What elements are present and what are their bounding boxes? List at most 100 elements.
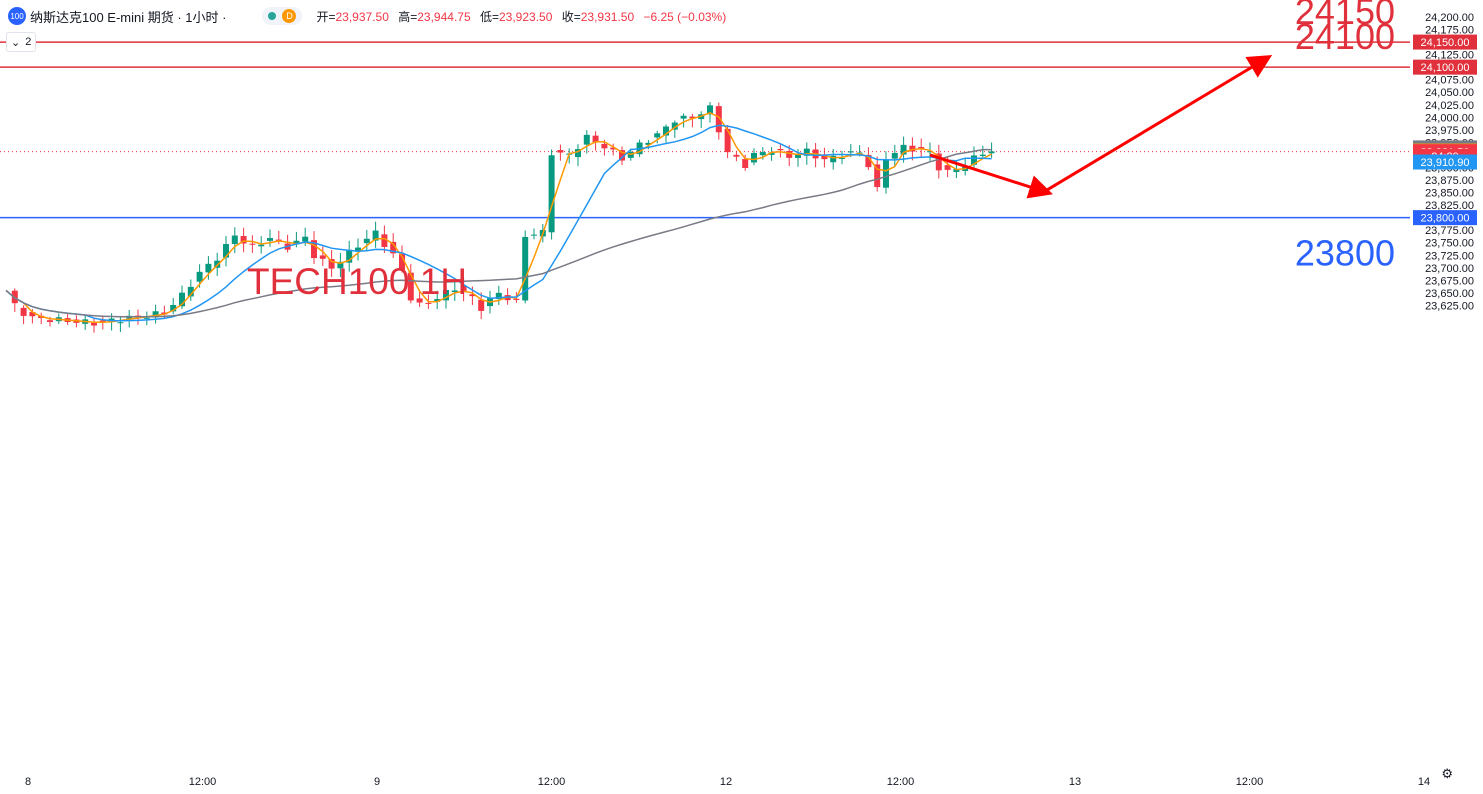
candle-body: [355, 247, 361, 252]
candle-body: [363, 238, 370, 244]
candle-body: [557, 150, 564, 153]
candle-body: [337, 261, 344, 269]
candle-body: [663, 126, 669, 136]
price-tick-label: 23,700.00: [1425, 263, 1474, 275]
candle-body: [689, 116, 696, 119]
ma-fast-line: [5, 111, 992, 324]
price-tick-label: 24,125.00: [1425, 50, 1474, 62]
high-label: 高=: [398, 9, 418, 24]
candle-body: [47, 320, 53, 323]
change-value: −6.25 (−0.03%): [643, 9, 727, 24]
candle-body: [610, 147, 617, 150]
candle-body: [469, 294, 476, 297]
candle-body: [548, 155, 555, 233]
symbol-logo-icon[interactable]: 100: [8, 7, 26, 25]
candle-body: [707, 105, 713, 115]
candle-body: [223, 244, 229, 258]
candle-body: [29, 311, 36, 317]
candle-body: [575, 149, 581, 158]
candle-body: [619, 150, 625, 161]
level-label: 24100: [1295, 16, 1395, 57]
candle-body: [460, 285, 467, 293]
time-tick-label: 8: [25, 776, 31, 788]
candle-body: [768, 152, 775, 155]
candle-body: [592, 135, 599, 143]
low-value: 23,923.50: [499, 9, 553, 24]
candle-body: [258, 244, 265, 247]
candle-body: [205, 263, 212, 273]
candle-body: [680, 115, 687, 119]
candle-body: [733, 154, 740, 157]
indicators-toggle-button[interactable]: ⌄ 2: [6, 32, 37, 52]
time-tick-label: 12:00: [887, 776, 915, 788]
candle-body: [839, 157, 845, 159]
candle-body: [381, 234, 388, 247]
price-tag-text: 23,910.90: [1421, 157, 1470, 169]
time-tick-label: 13: [1069, 776, 1081, 788]
close-label: 收=: [561, 9, 581, 24]
delayed-data-badge: D: [282, 9, 297, 23]
price-tick-label: 24,200.00: [1425, 12, 1474, 24]
candle-body: [425, 302, 432, 304]
price-tick-label: 23,675.00: [1425, 275, 1474, 287]
candle-body: [583, 134, 590, 145]
open-value: 23,937.50: [335, 9, 389, 24]
candle-body: [328, 259, 335, 269]
candle-body: [601, 143, 608, 149]
candle-body: [971, 155, 977, 165]
indicator-count: 2: [25, 36, 32, 48]
candle-body: [944, 165, 951, 170]
market-status[interactable]: D: [262, 7, 303, 25]
candle-body: [117, 322, 124, 324]
candle-body: [751, 152, 757, 163]
time-tick-label: 12:00: [1236, 776, 1264, 788]
candle-body: [742, 159, 749, 168]
candle-body: [918, 147, 925, 149]
settings-gear-icon[interactable]: ⚙: [1441, 766, 1453, 781]
candle-body: [170, 305, 177, 312]
level-price-tag-text: 24,100.00: [1421, 62, 1470, 74]
price-tick-label: 23,875.00: [1425, 175, 1474, 187]
time-tick-label: 12:00: [538, 776, 566, 788]
candle-body: [821, 154, 828, 160]
candle-body: [407, 272, 414, 301]
candle-body: [275, 239, 282, 241]
candle-body: [390, 241, 397, 254]
candle-body: [927, 151, 933, 153]
candle-body: [443, 290, 449, 301]
candle-body: [399, 254, 405, 270]
level-label: 23800: [1295, 233, 1395, 274]
time-tick-label: 9: [374, 776, 380, 788]
chevron-down-icon: ⌄: [11, 36, 21, 49]
candle-body: [900, 144, 907, 155]
candle-body: [434, 299, 441, 302]
candle-body: [20, 307, 27, 316]
price-tick-label: 24,050.00: [1425, 87, 1474, 99]
candle-body: [865, 154, 872, 168]
level-price-tag: [1413, 34, 1477, 50]
candle-body: [795, 154, 801, 158]
open-label: 开=: [316, 9, 336, 24]
candle-body: [874, 164, 881, 188]
candle-body: [786, 150, 793, 158]
candle-body: [803, 148, 810, 156]
candle-body: [979, 154, 986, 156]
price-tag: [1413, 154, 1477, 170]
candle-body: [883, 159, 889, 188]
symbol-title[interactable]: 纳斯达克100 E-mini 期货 · 1小时 ·: [30, 9, 227, 25]
candle-body: [187, 286, 194, 297]
candle-body: [267, 238, 273, 241]
candle-body: [522, 236, 529, 301]
candle-body: [513, 298, 520, 300]
candle-body: [953, 169, 960, 173]
candle-body: [293, 240, 300, 245]
price-tick-label: 24,175.00: [1425, 25, 1474, 37]
candle-body: [777, 149, 784, 151]
candle-body: [654, 133, 661, 138]
time-tick-label: 12:00: [189, 776, 217, 788]
level-price-tag: [1413, 59, 1477, 75]
ohlc-legend: 开=23,937.50 高=23,944.75 低=23,923.50 收=23…: [316, 8, 732, 25]
price-axis-panel: [1410, 0, 1483, 794]
candle-body: [671, 122, 678, 130]
